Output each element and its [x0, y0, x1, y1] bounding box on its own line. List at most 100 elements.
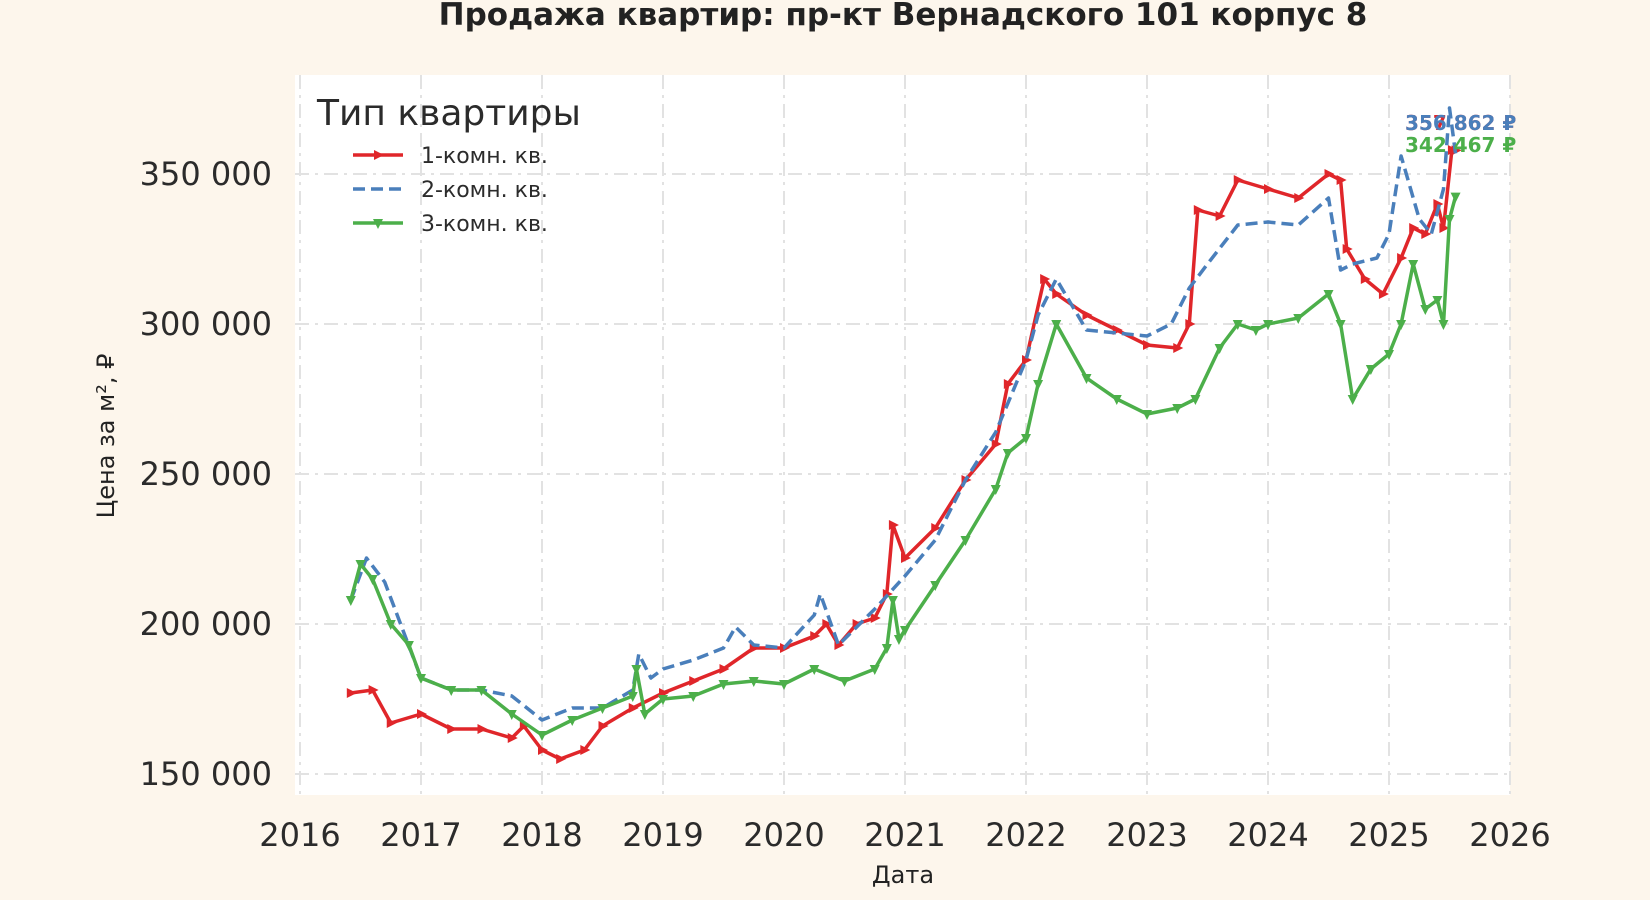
series-marker [893, 635, 904, 645]
series-marker [639, 710, 650, 720]
y-tick-labels: 150 000 200 000 250 000 300 000 350 000 [140, 155, 272, 793]
x-tick-label: 2025 [1348, 816, 1429, 854]
series-marker [1336, 175, 1347, 185]
series-marker [990, 485, 1001, 495]
series-marker [1215, 211, 1226, 221]
series-marker [1214, 344, 1225, 354]
series-marker [1052, 289, 1063, 299]
series-marker [1421, 229, 1432, 239]
series-marker [345, 596, 356, 606]
series-marker [1082, 310, 1093, 320]
series-marker [1172, 404, 1183, 414]
series-marker [417, 709, 427, 719]
series-marker [658, 695, 668, 705]
legend-item: 3-комн. кв. [353, 212, 548, 237]
series-marker [1111, 395, 1122, 405]
series-marker [507, 733, 518, 743]
series-marker [537, 731, 547, 741]
series-marker [718, 680, 729, 690]
series-marker [446, 686, 457, 696]
series-marker [960, 536, 971, 546]
series-end-label: 342 467 ₽ [1405, 133, 1516, 157]
series-marker [1378, 289, 1389, 299]
series-marker [991, 439, 1002, 449]
series-marker [1002, 449, 1013, 459]
series-marker [403, 641, 414, 651]
series-marker [1250, 326, 1261, 336]
series-marker [628, 703, 639, 713]
series-marker [869, 665, 880, 675]
series-marker [1264, 184, 1274, 194]
series-marker [809, 665, 820, 675]
series-marker [719, 664, 730, 674]
x-axis-label: Дата [872, 861, 934, 889]
series-marker [888, 520, 899, 530]
legend-item: 2-комн. кв. [353, 178, 548, 203]
series-marker [839, 677, 850, 687]
x-tick-label: 2017 [380, 816, 461, 854]
series-marker [374, 150, 384, 160]
series-marker [519, 721, 530, 731]
series-marker [346, 688, 357, 698]
series-marker [1142, 410, 1152, 420]
series-2 [349, 106, 1458, 722]
series-marker [1335, 320, 1346, 330]
series-marker [1143, 340, 1153, 350]
series-marker [870, 613, 881, 623]
series-marker [881, 644, 892, 654]
series-marker [598, 721, 609, 731]
legend-label: 2-комн. кв. [421, 178, 548, 203]
series-marker [368, 685, 379, 695]
series-marker [1021, 434, 1031, 444]
series-marker [1396, 320, 1407, 330]
series-marker [355, 560, 366, 570]
series-marker [538, 745, 548, 755]
x-tick-label: 2018 [501, 816, 582, 854]
series-marker [689, 676, 700, 686]
series-marker [1408, 260, 1419, 270]
legend-item: 1-комн. кв. [353, 144, 548, 169]
x-tick-label: 2021 [864, 816, 945, 854]
series-line [349, 196, 1458, 737]
series-marker [1033, 380, 1044, 390]
legend: Тип квартиры 1-комн. кв. 2-комн. кв. 3-ком… [316, 93, 581, 237]
x-tick-label: 2023 [1106, 816, 1187, 854]
series-marker [1347, 395, 1358, 405]
series-marker [567, 716, 578, 726]
series-marker [556, 754, 567, 764]
series-marker [447, 724, 458, 734]
series-marker [1342, 244, 1353, 254]
series-marker [580, 745, 591, 755]
series-marker [887, 596, 898, 606]
x-tick-label: 2024 [1227, 816, 1308, 854]
series-marker [477, 724, 488, 734]
y-tick-label: 300 000 [140, 305, 272, 343]
series-layer [345, 106, 1462, 764]
x-tick-label: 2020 [743, 816, 824, 854]
series-marker [1185, 319, 1196, 329]
plot-area [295, 75, 1510, 795]
x-tick-labels: 2016 2017 2018 2019 2020 2021 2022 2023 2024 2025… [259, 816, 1550, 854]
series-marker [810, 631, 821, 641]
series-marker [1397, 253, 1408, 263]
series-marker [416, 674, 426, 684]
series-marker [822, 619, 833, 629]
legend-label: 1-комн. кв. [421, 144, 548, 169]
series-marker [1081, 374, 1092, 384]
x-tick-label: 2016 [259, 816, 340, 854]
legend-label: 3-комн. кв. [421, 212, 548, 237]
series-marker [1193, 205, 1204, 215]
end-labels: 357 862 ₽356 862 ₽342 467 ₽ [1405, 111, 1516, 157]
series-marker [1409, 223, 1420, 233]
series-marker [597, 704, 608, 714]
series-marker [1323, 290, 1334, 300]
series-marker [1360, 274, 1371, 284]
series-marker [1439, 223, 1450, 233]
series-marker [1324, 169, 1335, 179]
series-marker [627, 692, 638, 702]
series-marker [1233, 175, 1244, 185]
series-marker [506, 710, 517, 720]
series-marker [385, 620, 396, 630]
series-marker [1022, 355, 1032, 365]
